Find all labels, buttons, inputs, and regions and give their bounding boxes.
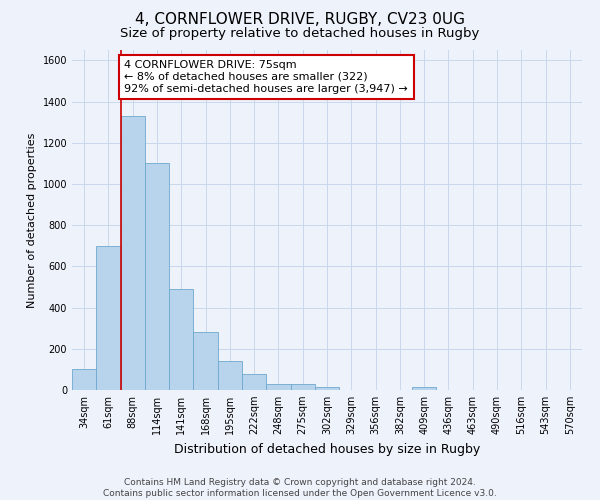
Text: 4, CORNFLOWER DRIVE, RUGBY, CV23 0UG: 4, CORNFLOWER DRIVE, RUGBY, CV23 0UG (135, 12, 465, 28)
Bar (412, 387, 436, 390)
Text: Contains HM Land Registry data © Crown copyright and database right 2024.
Contai: Contains HM Land Registry data © Crown c… (103, 478, 497, 498)
Bar (72, 370, 96, 390)
Bar (169, 289, 193, 390)
Bar (290, 384, 315, 390)
Bar (242, 374, 266, 390)
Text: Size of property relative to detached houses in Rugby: Size of property relative to detached ho… (121, 28, 479, 40)
Bar (121, 116, 145, 390)
Bar (96, 246, 121, 390)
Y-axis label: Number of detached properties: Number of detached properties (27, 132, 37, 308)
Bar (145, 164, 169, 390)
X-axis label: Distribution of detached houses by size in Rugby: Distribution of detached houses by size … (174, 442, 480, 456)
Bar (218, 361, 242, 390)
Bar (193, 332, 218, 390)
Text: 4 CORNFLOWER DRIVE: 75sqm
← 8% of detached houses are smaller (322)
92% of semi-: 4 CORNFLOWER DRIVE: 75sqm ← 8% of detach… (124, 60, 408, 94)
Bar (266, 384, 290, 390)
Bar (315, 387, 339, 390)
